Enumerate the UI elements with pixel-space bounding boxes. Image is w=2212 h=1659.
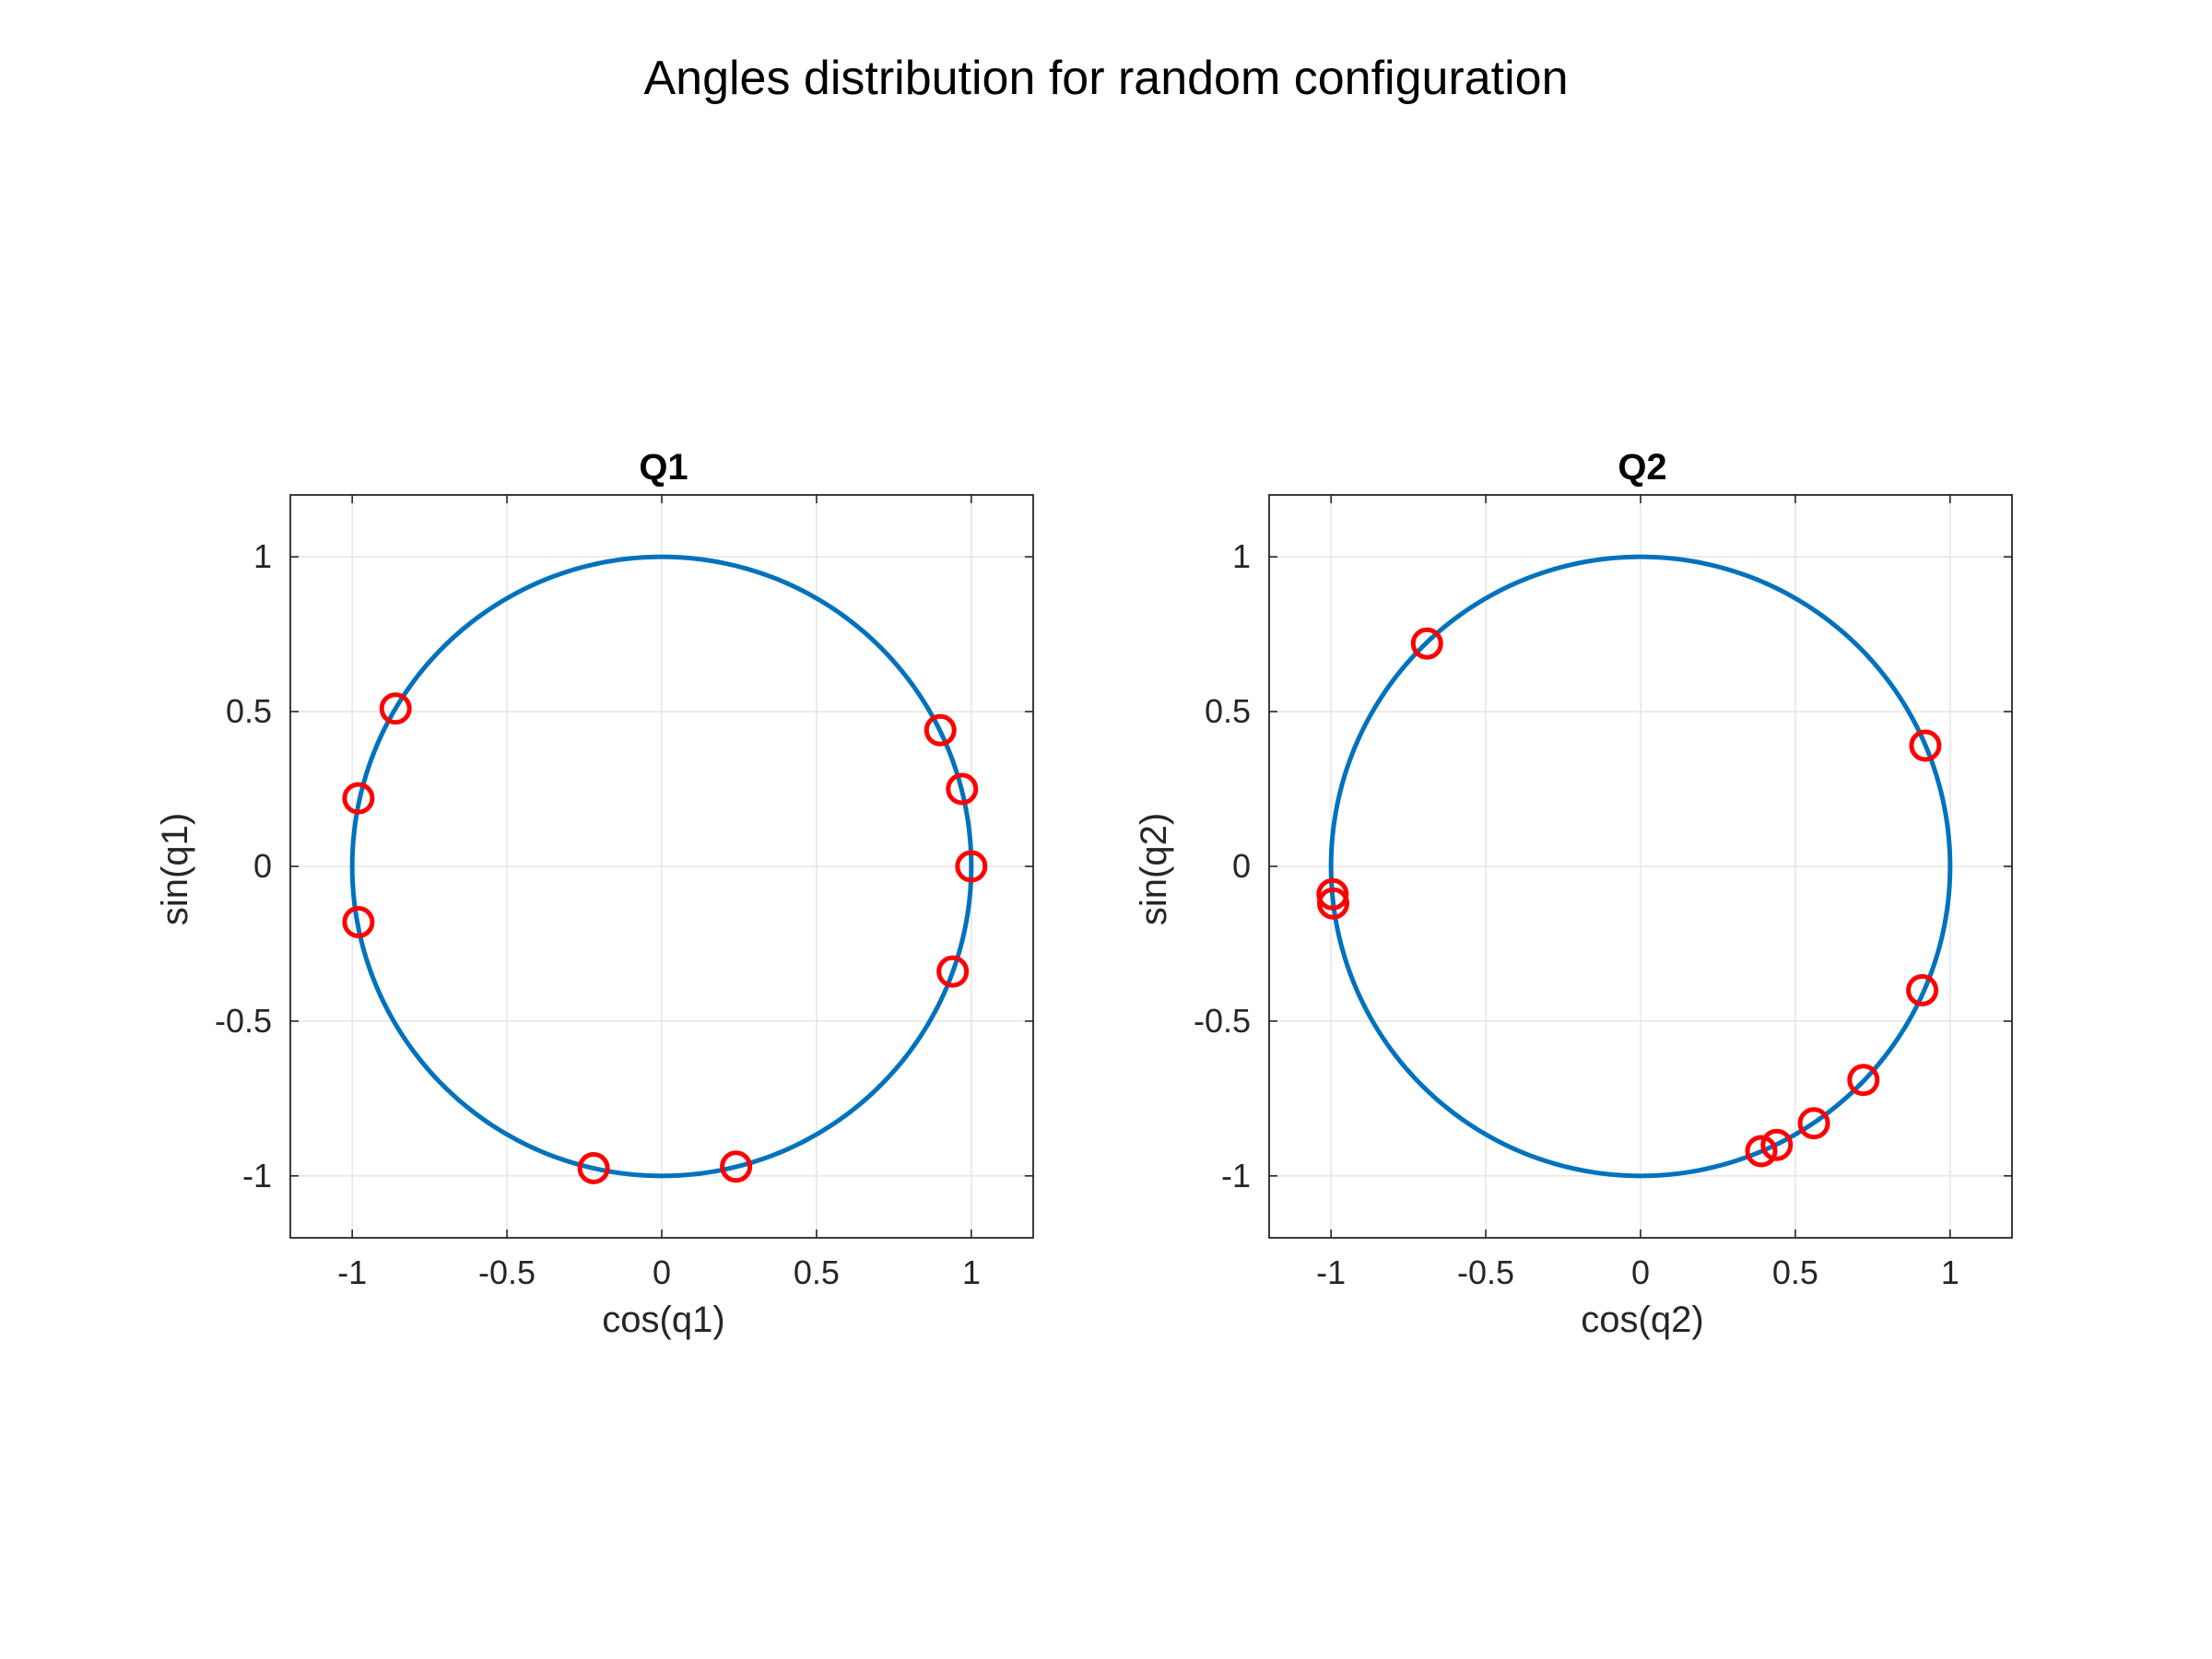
axes-q2: Q2 cos(q2) sin(q2) -1 -0.5 0 0.5 1 -1 -0.5 0 0.5… bbox=[1134, 447, 2013, 1340]
y-tick-label-q2: 1 bbox=[1232, 537, 1251, 575]
y-tick-label-q1: 0.5 bbox=[226, 692, 272, 730]
data-point-q2 bbox=[1745, 1135, 1778, 1168]
data-point-q2 bbox=[1909, 729, 1942, 762]
x-tick-label-q2: 1 bbox=[1941, 1253, 1959, 1291]
data-point-q2 bbox=[1317, 887, 1350, 920]
x-tick-label-q1: -1 bbox=[337, 1253, 367, 1291]
y-axis-label-q1: sin(q1) bbox=[155, 813, 195, 925]
y-tick-label-q1: 0 bbox=[253, 847, 272, 885]
x-axis-label-q2: cos(q2) bbox=[1581, 1300, 1703, 1340]
data-point-q2 bbox=[1760, 1128, 1794, 1161]
axes-q1: Q1 cos(q1) sin(q1) -1 -0.5 0 0.5 1 -1 -0.5 0 0.5… bbox=[155, 447, 1034, 1340]
x-tick-label-q1: -0.5 bbox=[478, 1253, 535, 1291]
x-tick-label-q2: -0.5 bbox=[1457, 1253, 1514, 1291]
x-tick-label-q1: 0.5 bbox=[794, 1253, 840, 1291]
data-point-q2 bbox=[1316, 877, 1349, 911]
data-point-q2 bbox=[1847, 1064, 1880, 1097]
data-point-q2 bbox=[1906, 973, 1939, 1006]
y-tick-label-q1: -1 bbox=[242, 1157, 272, 1194]
x-tick-label-q2: 0.5 bbox=[1772, 1253, 1818, 1291]
data-point-q1 bbox=[720, 1150, 753, 1183]
axes-box-q1 bbox=[289, 494, 1034, 1239]
axes-title-q1: Q1 bbox=[639, 447, 688, 488]
y-tick-label-q1: -0.5 bbox=[215, 1002, 272, 1040]
y-tick-label-q1: 1 bbox=[253, 537, 272, 575]
data-point-q1 bbox=[946, 772, 979, 806]
data-point-q1 bbox=[379, 692, 412, 725]
data-point-q1 bbox=[342, 782, 375, 815]
y-tick-label-q2: 0.5 bbox=[1205, 692, 1251, 730]
y-tick-label-q2: -1 bbox=[1221, 1157, 1251, 1194]
data-point-q1 bbox=[955, 850, 988, 883]
unit-circle-line-q1 bbox=[349, 554, 974, 1179]
x-tick-label-q1: 1 bbox=[962, 1253, 981, 1291]
axes-box-q2 bbox=[1268, 494, 2013, 1239]
data-point-q2 bbox=[1797, 1107, 1830, 1140]
y-tick-label-q2: 0 bbox=[1232, 847, 1251, 885]
x-tick-label-q1: 0 bbox=[653, 1253, 671, 1291]
x-tick-label-q2: -1 bbox=[1316, 1253, 1346, 1291]
axes-title-q2: Q2 bbox=[1618, 447, 1666, 488]
data-point-q1 bbox=[342, 905, 375, 938]
data-point-q1 bbox=[577, 1151, 610, 1184]
unit-circle-line-q2 bbox=[1328, 554, 1953, 1179]
data-point-q2 bbox=[1410, 627, 1443, 660]
x-axis-label-q1: cos(q1) bbox=[602, 1300, 724, 1340]
y-axis-label-q2: sin(q2) bbox=[1134, 813, 1174, 925]
data-point-q1 bbox=[936, 955, 970, 988]
figure-title: Angles distribution for random configura… bbox=[643, 52, 1568, 105]
x-tick-label-q2: 0 bbox=[1631, 1253, 1650, 1291]
y-tick-label-q2: -0.5 bbox=[1194, 1002, 1251, 1040]
data-point-q1 bbox=[924, 713, 957, 747]
